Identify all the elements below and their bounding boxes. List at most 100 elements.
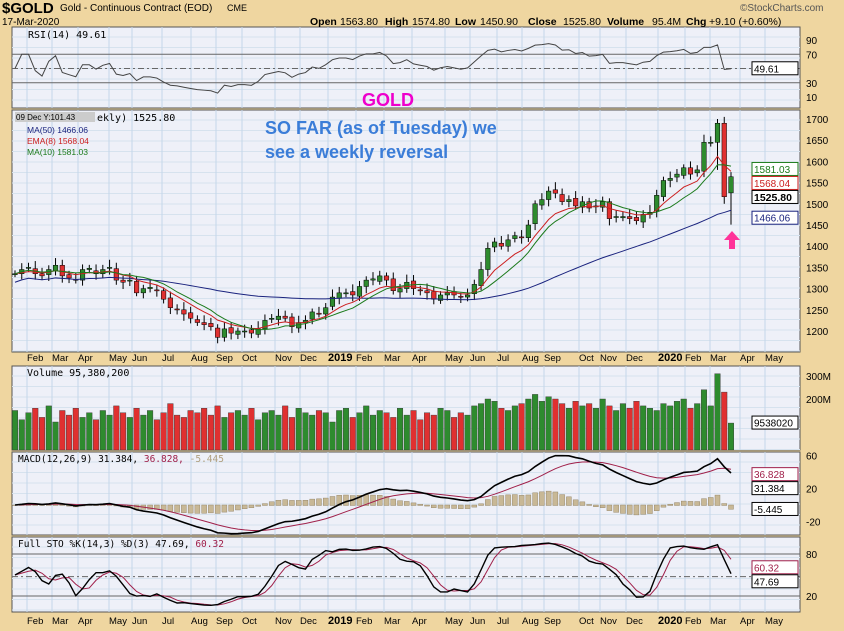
macd-histogram-bar (417, 504, 423, 506)
month-label: Feb (27, 353, 43, 364)
month-label: Sep (544, 616, 561, 627)
candle-body (640, 214, 646, 223)
macd-histogram-bar (620, 504, 626, 514)
macd-histogram-bar (424, 504, 430, 507)
month-label: May (109, 353, 127, 364)
macd-histogram-bar (728, 504, 734, 510)
month-label: Oct (242, 616, 257, 627)
macd-histogram-bar (187, 504, 194, 514)
month-label: Feb (685, 353, 701, 364)
price-tag-close (751, 189, 799, 204)
candle-body (627, 216, 633, 219)
candle-body (492, 241, 498, 248)
macd-histogram-bar (701, 498, 707, 506)
price-tag-sto_d (751, 560, 799, 575)
rsi-tick: 30 (806, 79, 818, 90)
month-label: Aug (191, 353, 208, 364)
price-tick: 1450 (806, 221, 829, 232)
month-label: Apr (78, 616, 93, 627)
volume-bar (505, 410, 512, 451)
macd-histogram-bar (552, 491, 559, 506)
month-label: 2019 (328, 352, 352, 364)
price-tick: 1200 (806, 327, 829, 338)
macd-histogram-bar (647, 504, 653, 514)
candle-body (86, 267, 92, 270)
macd-histogram-bar (181, 504, 187, 513)
volume-bar (153, 419, 160, 451)
macd-histogram-bar (708, 497, 714, 506)
candle-body (316, 312, 322, 315)
candle-body (573, 198, 579, 207)
candle-body (546, 190, 552, 200)
volume-bar (207, 414, 214, 451)
volume-bar (525, 398, 532, 451)
candle-body (633, 217, 639, 222)
ema8-legend: EMA(8) 1568.04 (27, 136, 89, 146)
candle-body (127, 279, 133, 282)
volume-bar (552, 398, 559, 451)
candle-body (471, 284, 477, 294)
month-label: Sep (216, 353, 233, 364)
volume-bar (356, 412, 363, 451)
volume-bar (167, 403, 174, 451)
close-label: Close (528, 16, 557, 28)
month-label: 2020 (658, 615, 682, 627)
candle-body (465, 294, 471, 298)
candle-body (370, 278, 376, 281)
volume-bar (187, 410, 194, 451)
month-label: Mar (52, 353, 68, 364)
candle-body (269, 318, 275, 320)
volume-bar (397, 408, 404, 451)
volume-bar (538, 401, 545, 451)
volume-bar (633, 401, 640, 451)
macd-histogram-bar (437, 504, 444, 509)
chg-value: +9.10 (+0.60%) (709, 16, 781, 28)
volume-bar (390, 417, 397, 451)
month-label: Feb (356, 616, 372, 627)
volume-bar (653, 410, 660, 451)
macd-histogram-bar (390, 498, 396, 506)
macd-signal-line (14, 461, 732, 532)
month-label: Aug (522, 616, 539, 627)
price-tag-macd_signal (751, 467, 799, 482)
month-label: Jul (162, 616, 174, 627)
volume-bar (25, 412, 32, 451)
volume-bar (99, 410, 106, 451)
volume-bar (302, 412, 309, 451)
volume-bar (295, 408, 302, 451)
candle-body (52, 265, 59, 272)
candle-body (154, 289, 160, 292)
volume-bar (484, 398, 491, 451)
rsi-line (14, 43, 732, 94)
candle-body (424, 290, 430, 294)
volume-label: Volume (607, 16, 644, 28)
macd-histogram-bar (262, 503, 268, 506)
candle-body (221, 328, 227, 338)
volume-legend: Volume 95,380,200 (27, 368, 129, 379)
macd-histogram-bar (323, 497, 329, 506)
open-value: 1563.80 (340, 16, 378, 28)
candle-body (329, 296, 336, 307)
candle-body (654, 195, 660, 212)
month-label: Mar (384, 616, 400, 627)
volume-bar (255, 419, 262, 451)
volume-bar (309, 414, 316, 451)
month-label: Mar (710, 353, 726, 364)
rsi-tick: 90 (806, 36, 818, 47)
candle-body (458, 295, 464, 298)
macd-histogram-bar (410, 502, 417, 506)
candle-body (701, 142, 707, 172)
macd-legend-signal: 36.828, (144, 454, 184, 465)
macd-histogram-bar (653, 504, 660, 511)
macd-histogram-bar (559, 494, 565, 506)
candle-body (167, 297, 173, 308)
month-label: May (765, 353, 783, 364)
month-label: Apr (412, 353, 427, 364)
volume-bar (721, 391, 728, 451)
month-label: Apr (740, 616, 755, 627)
volume-bar (511, 405, 518, 451)
candle-body (721, 122, 727, 197)
price-tag-macd_signal-label: 36.828 (754, 470, 785, 481)
volume-bar (640, 405, 647, 451)
